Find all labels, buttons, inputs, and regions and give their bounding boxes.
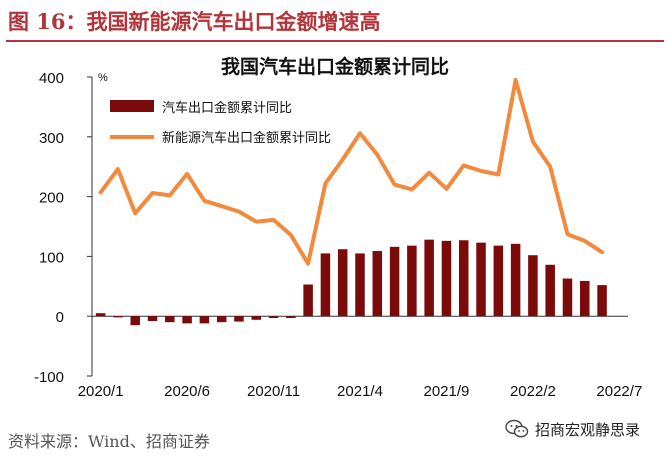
bar: [95, 313, 106, 317]
bar: [113, 316, 123, 318]
figure-title: 图 16：我国新能源汽车出口金额增速高: [8, 9, 381, 34]
x-tick-label: 2022/2: [510, 383, 556, 400]
bar: [355, 253, 365, 317]
bar: [545, 264, 555, 317]
y-tick-label: 0: [56, 309, 64, 326]
source-note: 资料来源：Wind、招商证券: [8, 432, 210, 451]
bar: [458, 240, 469, 317]
bar: [337, 249, 348, 317]
x-tick-label: 2020/6: [164, 383, 210, 400]
bar: [234, 316, 244, 322]
legend-label: 新能源汽车出口金额累计同比: [162, 130, 331, 146]
bar: [199, 316, 210, 324]
legend-swatch-bar: [110, 100, 154, 112]
bar: [476, 242, 486, 317]
bar: [147, 316, 158, 321]
bar: [303, 284, 313, 317]
bar: [510, 243, 521, 317]
y-tick-label: 100: [39, 249, 64, 266]
y-tick-label: 200: [39, 190, 64, 207]
bar: [165, 316, 175, 323]
bar: [580, 280, 590, 317]
bar: [182, 316, 192, 324]
x-tick-label: 2020/11: [247, 383, 300, 400]
bar: [597, 285, 607, 317]
legend-label: 汽车出口金额累计同比: [162, 100, 292, 116]
wechat-icon: [505, 419, 529, 438]
bar: [528, 255, 538, 317]
bar: [286, 316, 296, 318]
bar: [320, 253, 331, 317]
y-tick-label: 400: [39, 70, 64, 87]
bar: [216, 316, 227, 323]
x-tick-label: 2020/1: [78, 383, 124, 400]
y-unit-label: %: [98, 72, 108, 84]
bar: [562, 278, 573, 317]
y-tick-label: -100: [34, 369, 64, 386]
x-tick-label: 2021/9: [424, 383, 470, 400]
bar: [424, 239, 434, 317]
bar: [251, 316, 262, 320]
y-tick-label: 300: [39, 130, 64, 147]
chart-title: 我国汽车出口金额累计同比: [220, 56, 449, 78]
x-tick-label: 2021/4: [337, 383, 383, 400]
x-tick-label: 2022/7: [596, 383, 642, 400]
bar: [493, 245, 504, 317]
bar: [389, 246, 400, 317]
bar: [407, 245, 417, 317]
watermark-text: 招商宏观静思录: [535, 420, 641, 439]
watermark: 招商宏观静思录: [505, 415, 640, 443]
bar: [372, 251, 383, 317]
bar: [268, 316, 279, 318]
bar: [441, 240, 452, 317]
title-divider: [6, 40, 664, 42]
bar: [130, 316, 140, 326]
series-line: [98, 78, 605, 266]
